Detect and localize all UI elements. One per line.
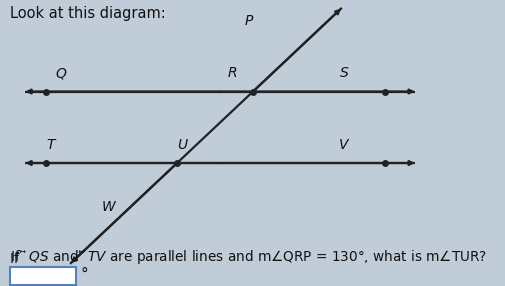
Text: Look at this diagram:: Look at this diagram: bbox=[10, 6, 166, 21]
Text: S: S bbox=[339, 66, 348, 80]
Text: W: W bbox=[101, 200, 115, 214]
Text: Q: Q bbox=[55, 66, 66, 80]
Text: If $\overleftrightarrow{QS}$ and $\overleftrightarrow{TV}$ are parallel lines an: If $\overleftrightarrow{QS}$ and $\overl… bbox=[10, 248, 486, 266]
FancyBboxPatch shape bbox=[10, 267, 76, 285]
Text: If: If bbox=[10, 252, 23, 266]
Text: T: T bbox=[46, 138, 55, 152]
Text: R: R bbox=[227, 66, 237, 80]
Text: °: ° bbox=[81, 267, 88, 282]
Text: U: U bbox=[177, 138, 187, 152]
Text: V: V bbox=[339, 138, 348, 152]
Text: P: P bbox=[244, 14, 252, 28]
